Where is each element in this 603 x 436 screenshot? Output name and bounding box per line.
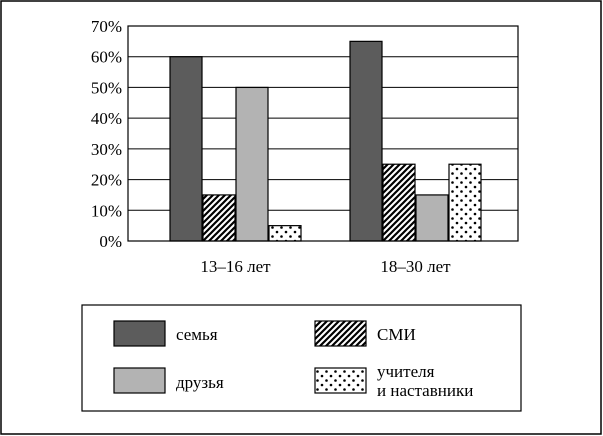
bar-series-0-category-1 [349,40,383,242]
legend-swatch [113,367,166,394]
y-tick-label: 30% [91,140,122,159]
legend-swatch [314,367,367,394]
legend-label: друзья [176,373,224,392]
x-axis-ticks: 13–16 лет 18–30 лет [200,257,451,276]
bar-series-1-category-0 [202,194,236,242]
legend-label: семья [176,325,218,344]
y-tick-label: 40% [91,109,122,128]
plot-area-frame [127,25,519,242]
legend-label: и наставники [377,381,473,400]
bars [169,40,482,242]
bar-series-1-category-1 [382,163,416,242]
legend-frame [81,304,522,412]
bar-series-2-category-0 [235,86,269,242]
bar-series-3-category-1 [448,163,482,242]
x-category-label: 18–30 лет [380,257,451,276]
x-category-label: 13–16 лет [200,257,271,276]
bar-series-3-category-0 [268,225,302,242]
y-tick-label: 10% [91,201,122,220]
y-tick-label: 0% [99,232,122,251]
legend-swatch [314,320,367,347]
legend-label: СМИ [377,325,416,344]
y-tick-label: 20% [91,171,122,190]
legend-label: учителя [377,362,435,381]
y-tick-label: 60% [91,48,122,67]
y-axis-ticks: 0% 10% 20% 30% 40% 50% 60% 70% [91,17,122,251]
y-tick-label: 70% [91,17,122,36]
legend-swatch [113,320,166,347]
bar-series-2-category-1 [415,194,449,242]
y-tick-label: 50% [91,78,122,97]
bar-series-0-category-0 [169,56,203,242]
